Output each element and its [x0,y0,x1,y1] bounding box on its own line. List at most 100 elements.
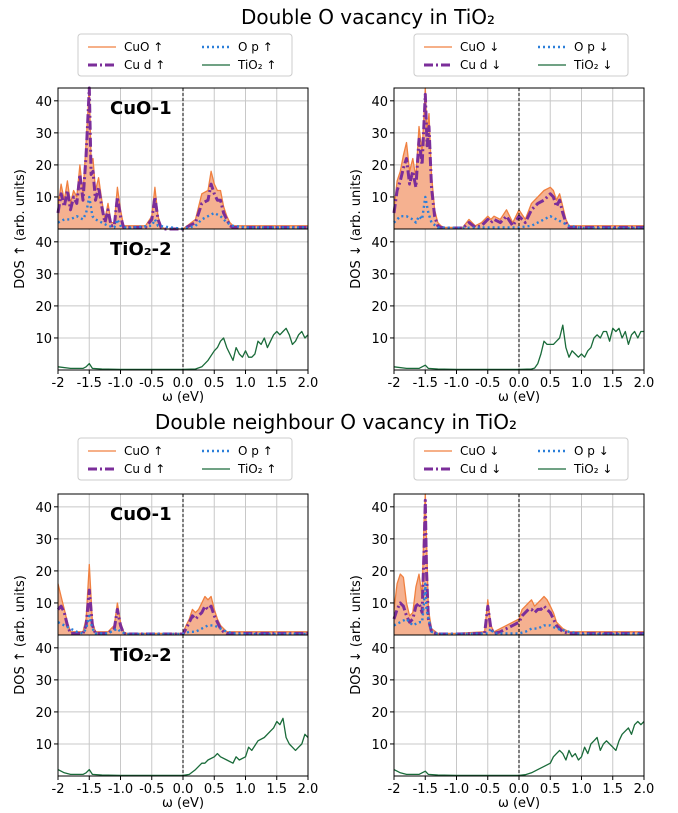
panel-2: 10 20 30 40 [371,228,645,371]
y-tick-label: 10 [371,332,388,347]
x-tick-label: 1.5 [602,376,623,391]
x-tick-label: 2.0 [634,782,655,797]
x-tick-label: -1.0 [108,782,133,797]
x-tick-label: -1.5 [77,782,102,797]
x-tick-label: -2 [52,376,65,391]
y-tick-label: 30 [371,533,388,548]
panel-1: 10 20 30 40 CuO-1 [35,86,309,231]
x-tick-label: 1.0 [235,782,256,797]
panel-1: 10 20 30 40 [371,87,645,230]
x-tick-label: 1.0 [235,376,256,391]
series-line [392,92,644,230]
x-axis-label: ω (eV) [162,390,204,405]
legend-entry-label: O p ↑ [238,444,273,458]
legend-entry-label: Cu d ↑ [124,462,165,476]
y-axis-label: DOS ↑ (arb. units) [13,575,28,695]
legend-entry-label: TiO₂ ↑ [237,58,276,72]
legend-box [413,33,629,77]
x-axis-label: ω (eV) [498,390,540,405]
y-tick-label: 30 [35,268,52,283]
y-tick-label: 20 [35,159,52,174]
panel-label: TiO₂-2 [110,645,172,666]
y-tick-label: 30 [35,533,52,548]
legend-entry-label: TiO₂ ↑ [237,462,276,476]
series-line [57,327,309,371]
x-tick-label: 2.0 [298,782,319,797]
legend-entry-label: CuO ↓ [460,444,499,458]
x-tick-label: -2 [388,782,401,797]
x-tick-label: 1.0 [571,782,592,797]
y-tick-label: 10 [371,597,388,612]
legend-entry-label: Cu d ↑ [124,58,165,72]
panel-label: TiO₂-2 [110,239,172,260]
legend-entry-label: O p ↑ [238,40,273,54]
y-tick-label: 40 [35,236,52,251]
series-line [393,582,644,636]
y-tick-label: 20 [371,706,388,721]
series-line [56,588,308,636]
x-tick-label: 0.5 [540,376,561,391]
y-tick-label: 10 [35,191,52,206]
panel-2: 10 20 30 40 TiO₂-2 [35,228,309,371]
y-tick-label: 10 [371,738,388,753]
y-tick-label: 40 [35,95,52,110]
legend: CuO ↑ O p ↑ Cu d ↑ TiO₂ ↑ [77,437,293,481]
y-tick-label: 10 [371,191,388,206]
legend-entry-label: TiO₂ ↓ [573,58,612,72]
x-tick-label: 1.0 [571,376,592,391]
y-tick-label: 30 [371,674,388,689]
panel-1: 10 20 30 40 CuO-1 [35,493,309,636]
y-tick-label: 10 [35,738,52,753]
panel-label: CuO-1 [110,98,172,119]
y-tick-label: 20 [371,159,388,174]
y-tick-label: 40 [371,95,388,110]
series-line [393,324,644,371]
panel-2: 10 20 30 40 [371,634,645,777]
figure-title-top: Double O vacancy in TiO₂ [241,5,495,29]
y-axis-label: DOS ↓ (arb. units) [349,169,364,289]
series-line [393,493,644,635]
x-tick-label: -1.0 [444,376,469,391]
chart-1: 10 20 30 40 CuO-1 10 20 30 40 TiO₂-2 -2 -1.5 -1.0 -0.… [13,33,319,405]
y-tick-label: 20 [35,706,52,721]
x-tick-label: 2.0 [298,376,319,391]
y-tick-label: 10 [35,597,52,612]
y-tick-label: 30 [35,127,52,142]
x-axis-label: ω (eV) [498,796,540,811]
y-tick-label: 20 [35,300,52,315]
legend-entry-label: CuO ↑ [124,444,163,458]
x-tick-label: -1.5 [413,376,438,391]
x-tick-label: -1.5 [77,376,102,391]
legend-entry-label: O p ↓ [574,444,609,458]
y-tick-label: 40 [371,501,388,516]
series-fill-area [394,88,644,229]
x-tick-label: -0.5 [139,376,164,391]
chart-2: 10 20 30 40 10 20 30 40 -2 -1.5 -1.0 -0.5 0.0 0.5 1.0 1… [349,33,654,405]
y-tick-label: 20 [371,565,388,580]
y-axis-label: DOS ↑ (arb. units) [13,169,28,289]
legend-entry-label: Cu d ↓ [460,462,501,476]
legend-entry-label: TiO₂ ↓ [573,462,612,476]
y-tick-label: 30 [371,268,388,283]
x-tick-label: -0.5 [475,376,500,391]
y-axis-label: DOS ↓ (arb. units) [349,575,364,695]
x-tick-label: 0.0 [509,376,530,391]
y-tick-label: 20 [35,565,52,580]
x-tick-label: -1.5 [413,782,438,797]
y-tick-label: 40 [35,642,52,657]
series-line [57,614,308,636]
legend-entry-label: CuO ↑ [124,40,163,54]
legend: CuO ↓ O p ↓ Cu d ↓ TiO₂ ↓ [413,437,629,481]
panel-1: 10 20 30 40 [371,493,645,636]
legend: CuO ↓ O p ↓ Cu d ↓ TiO₂ ↓ [413,33,629,77]
x-tick-label: -2 [52,782,65,797]
panel-label: CuO-1 [110,504,172,525]
x-tick-label: 0.0 [173,376,194,391]
y-tick-label: 30 [35,674,52,689]
y-tick-label: 40 [35,501,52,516]
x-tick-label: 0.5 [204,376,225,391]
x-tick-label: 0.0 [509,782,530,797]
x-tick-label: -2 [388,376,401,391]
x-tick-label: 1.5 [266,376,287,391]
